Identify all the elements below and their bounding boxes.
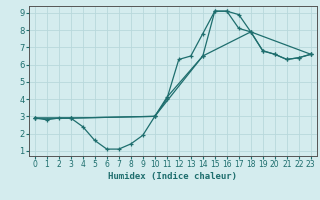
- X-axis label: Humidex (Indice chaleur): Humidex (Indice chaleur): [108, 172, 237, 181]
